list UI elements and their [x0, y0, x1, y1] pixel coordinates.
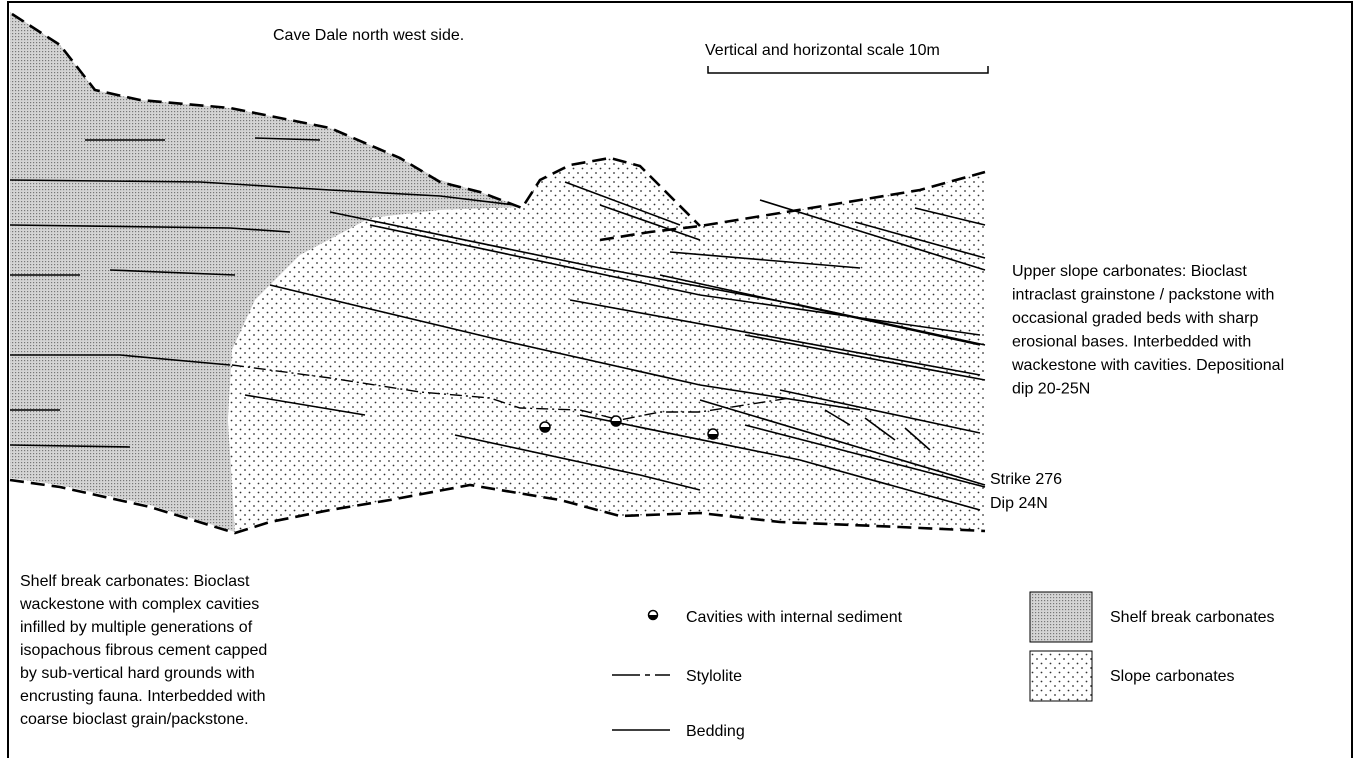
description-line: erosional bases. Interbedded with	[1012, 334, 1251, 351]
legend-label: Cavities with internal sediment	[686, 609, 903, 626]
legend-label: Stylolite	[686, 668, 742, 685]
slope-swatch	[1030, 651, 1092, 701]
description-line: Upper slope carbonates: Bioclast	[1012, 263, 1247, 280]
description-line: dip 20-25N	[1012, 381, 1090, 398]
description-line: occasional graded beds with sharp	[1012, 310, 1258, 327]
description-line: wackestone with cavities. Depositional	[1011, 357, 1284, 374]
strike-label: Strike 276	[990, 471, 1062, 488]
legend: Cavities with internal sediment Stylolit…	[612, 592, 1275, 740]
cavity-symbol	[649, 611, 658, 620]
description-line: infilled by multiple generations of	[20, 619, 253, 636]
description-line: by sub-vertical hard grounds with	[20, 665, 255, 682]
legend-label: Slope carbonates	[1110, 668, 1235, 685]
title: Cave Dale north west side.	[273, 27, 464, 44]
diagram: Cave Dale north west side. Vertical and …	[0, 0, 1360, 758]
dip-label: Dip 24N	[990, 495, 1048, 512]
scale-label: Vertical and horizontal scale 10m	[705, 42, 940, 59]
description-line: isopachous fibrous cement capped	[20, 642, 267, 659]
description-line: Shelf break carbonates: Bioclast	[20, 573, 250, 590]
legend-label: Bedding	[686, 723, 745, 740]
description-line: wackestone with complex cavities	[19, 596, 259, 613]
description-line: intraclast grainstone / packstone with	[1012, 287, 1274, 304]
upper-slope-description: Upper slope carbonates: Bioclast intracla…	[1011, 263, 1284, 398]
shelf-swatch	[1030, 592, 1092, 642]
legend-label: Shelf break carbonates	[1110, 609, 1275, 626]
description-line: coarse bioclast grain/packstone.	[20, 711, 249, 728]
description-line: encrusting fauna. Interbedded with	[20, 688, 266, 705]
scale-bar	[708, 66, 988, 73]
shelf-break-description: Shelf break carbonates: Bioclast wackesto…	[19, 573, 267, 728]
